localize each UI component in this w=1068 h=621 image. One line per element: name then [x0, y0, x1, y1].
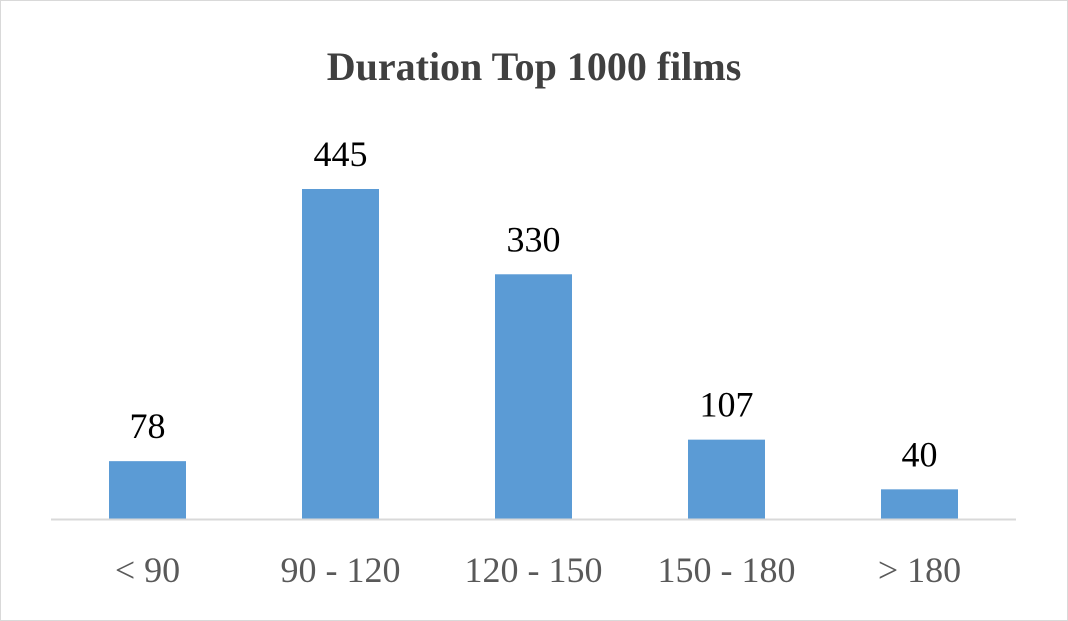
data-label: 78 [130, 406, 166, 446]
data-label: 330 [507, 219, 561, 259]
bar [302, 189, 379, 519]
category-label: 90 - 120 [281, 550, 401, 590]
data-label: 40 [902, 434, 938, 474]
bars-group [109, 189, 958, 519]
category-labels-group: < 90 90 - 120 120 - 150 150 - 180 > 180 [115, 550, 961, 590]
data-labels-group: 78 445 330 107 40 [130, 134, 938, 474]
data-label: 445 [314, 134, 368, 174]
data-label: 107 [700, 385, 754, 425]
chart-title: Duration Top 1000 films [327, 44, 742, 89]
bar [109, 461, 186, 519]
category-label: 120 - 150 [465, 550, 603, 590]
category-label: 150 - 180 [658, 550, 796, 590]
bar [881, 489, 958, 519]
category-label: > 180 [878, 550, 961, 590]
bar [495, 274, 572, 519]
category-label: < 90 [115, 550, 180, 590]
bar [688, 439, 765, 519]
